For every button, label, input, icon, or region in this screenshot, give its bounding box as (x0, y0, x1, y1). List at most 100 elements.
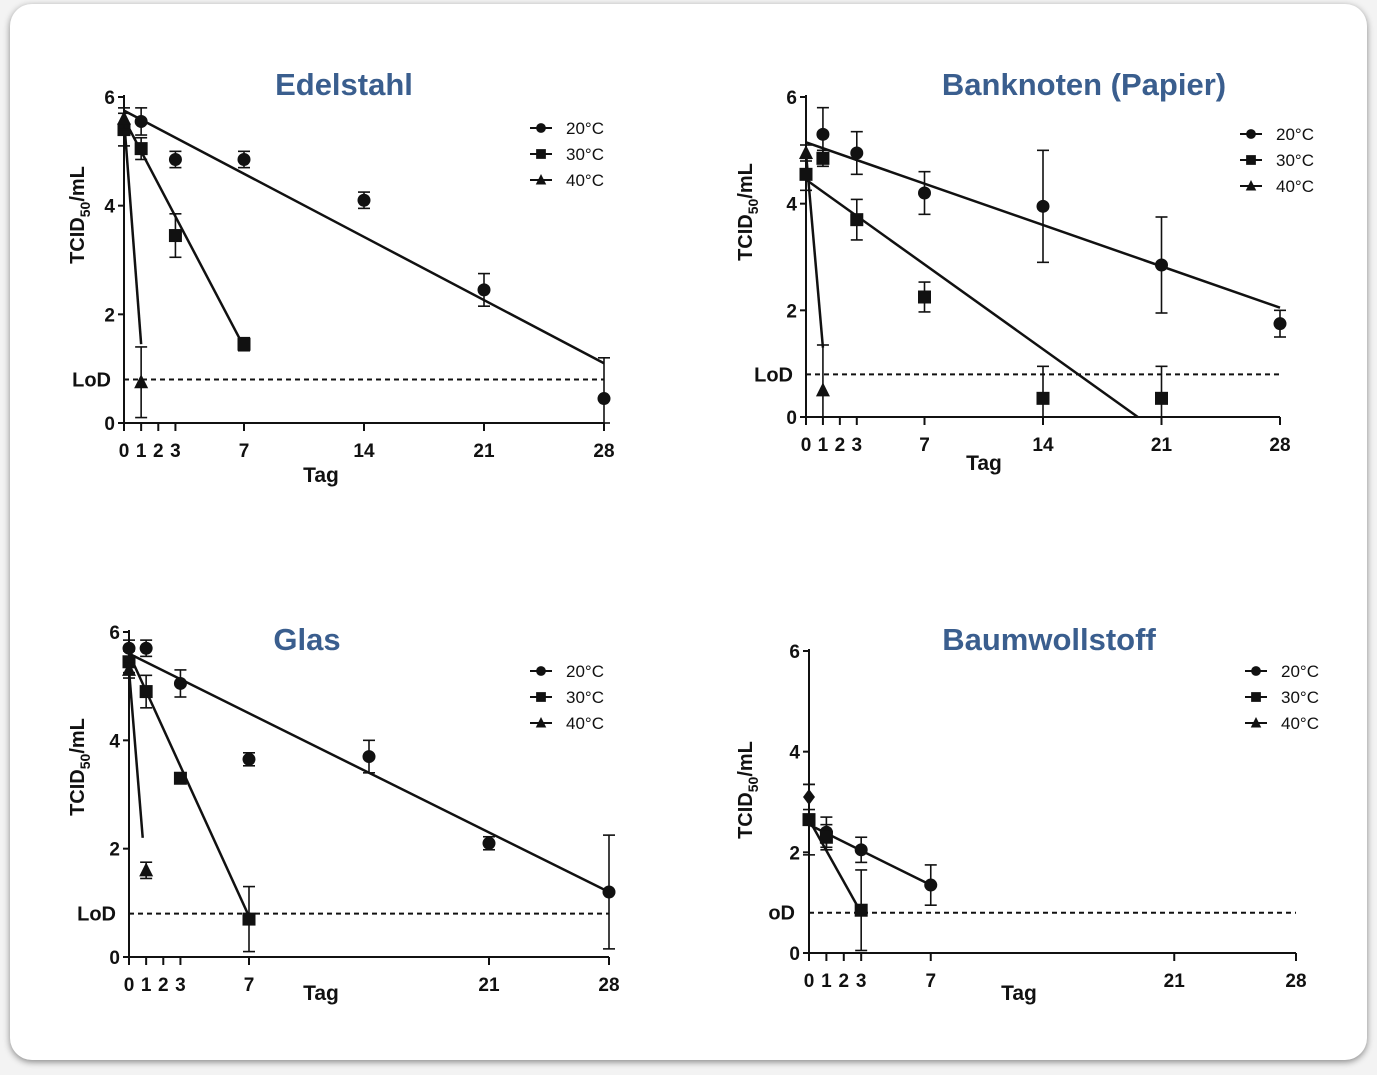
data-point (168, 152, 182, 166)
data-point (139, 685, 153, 699)
data-point (122, 661, 136, 676)
x-tick-label: 2 (835, 435, 846, 456)
data-point (597, 392, 611, 406)
y-axis-label-subscript: 50 (77, 753, 93, 769)
x-tick-label: 2 (158, 975, 169, 996)
legend-marker (536, 666, 546, 676)
x-tick-label: 7 (239, 441, 250, 462)
slide-frame (10, 4, 1367, 1060)
legend-marker (536, 123, 546, 133)
data-point (362, 750, 376, 764)
data-point (173, 771, 187, 785)
legend-label: 30°C (566, 688, 604, 707)
x-tick-label: 3 (851, 435, 862, 456)
y-axis-label-subscript: 50 (77, 201, 93, 217)
x-tick-label: 21 (478, 975, 500, 996)
x-tick-label: 21 (473, 441, 495, 462)
data-point (242, 912, 256, 926)
y-tick-label: 4 (109, 731, 120, 752)
lod-label: LoD (754, 364, 793, 386)
data-point (139, 862, 154, 877)
data-point (1036, 199, 1050, 213)
x-tick-label: 21 (1164, 971, 1186, 992)
y-tick-label: 2 (786, 301, 797, 322)
legend-label: 20°C (566, 119, 604, 138)
x-tick-label: 3 (175, 975, 186, 996)
data-point (117, 110, 131, 125)
x-tick-label: 1 (141, 975, 152, 996)
data-point (139, 641, 153, 655)
chart-title: Baumwollstoff (942, 622, 1156, 657)
y-axis-label: TCID50/mL (67, 166, 93, 264)
y-axis-label-part: /mL (735, 163, 757, 199)
y-axis-label-part: /mL (67, 718, 89, 754)
data-point (918, 290, 931, 304)
y-tick-label: 6 (789, 642, 800, 663)
legend-marker (1251, 692, 1261, 702)
y-axis-label-subscript: 50 (745, 776, 761, 792)
data-point (357, 193, 371, 207)
x-tick-label: 7 (919, 435, 930, 456)
data-point (799, 167, 813, 181)
legend-label: 40°C (566, 714, 604, 733)
x-tick-label: 1 (818, 435, 829, 456)
x-tick-label: 3 (170, 441, 181, 462)
legend-marker (1250, 717, 1262, 728)
data-point (173, 676, 187, 690)
data-point (134, 114, 148, 128)
data-point (799, 145, 813, 159)
legend-marker (536, 149, 546, 159)
data-point (850, 146, 864, 160)
y-tick-label: 6 (109, 623, 120, 644)
y-axis-label-part: TCID (735, 214, 757, 261)
x-tick-label: 1 (821, 971, 832, 992)
legend-marker (536, 692, 546, 702)
x-tick-label: 0 (119, 441, 130, 462)
legend-marker (1246, 129, 1256, 139)
x-axis-label: Tag (1001, 982, 1037, 1005)
x-tick-label: 1 (136, 441, 147, 462)
y-axis-label: TCID50/mL (67, 718, 93, 816)
legend-marker (535, 174, 547, 185)
data-point (477, 283, 491, 297)
data-point (237, 152, 251, 166)
legend-label: 20°C (1276, 125, 1314, 144)
fit-line (122, 118, 246, 348)
x-tick-label: 28 (593, 441, 614, 462)
data-point (168, 229, 182, 243)
lod-label: LoD (72, 370, 111, 392)
y-tick-label: 2 (789, 843, 800, 864)
y-tick-label: 0 (789, 944, 800, 965)
data-point (242, 752, 256, 766)
data-point (134, 374, 149, 389)
data-point (854, 903, 868, 917)
chart-title: Edelstahl (275, 67, 413, 102)
x-tick-label: 0 (124, 975, 135, 996)
legend-marker (1245, 180, 1257, 191)
x-tick-label: 3 (856, 971, 867, 992)
y-tick-label: 4 (104, 197, 115, 218)
data-point (602, 885, 616, 899)
legend-label: 20°C (1281, 662, 1319, 681)
data-point (924, 878, 938, 892)
y-axis-label-part: TCID (67, 769, 89, 816)
data-point (482, 836, 496, 850)
data-point (802, 813, 816, 827)
legend-label: 40°C (566, 171, 604, 190)
y-tick-label: 0 (109, 948, 120, 969)
legend-marker (535, 717, 547, 728)
data-point (816, 151, 830, 165)
y-tick-label: 4 (789, 743, 800, 764)
data-point (815, 382, 830, 397)
fit-line (127, 669, 144, 838)
legend-label: 40°C (1276, 177, 1314, 196)
y-tick-label: 0 (786, 408, 797, 429)
data-point (1036, 391, 1050, 405)
chart-title: Glas (273, 622, 340, 657)
x-tick-label: 28 (1269, 435, 1290, 456)
fit-line (122, 118, 143, 345)
data-point (854, 843, 868, 857)
